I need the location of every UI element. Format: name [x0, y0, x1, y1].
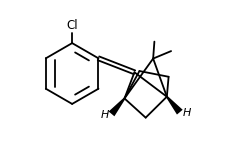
Text: H: H [101, 110, 109, 120]
Polygon shape [166, 96, 183, 115]
Text: Cl: Cl [66, 19, 78, 32]
Text: H: H [182, 108, 191, 118]
Polygon shape [109, 98, 125, 116]
